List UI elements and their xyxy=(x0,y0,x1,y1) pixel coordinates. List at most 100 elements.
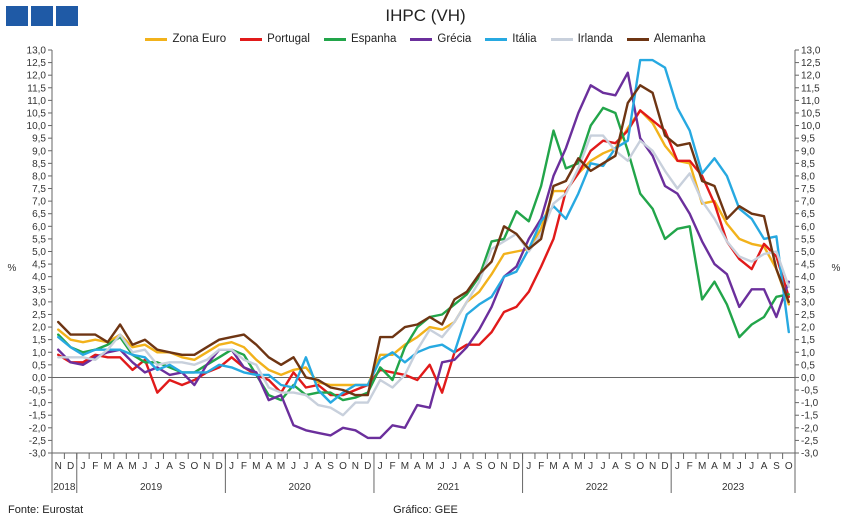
y-tick-label-right: 6,0 xyxy=(801,222,815,233)
y-tick-label-right: 13,0 xyxy=(801,46,821,57)
y-tick-label-left: 6,0 xyxy=(32,222,46,233)
x-month-label: J xyxy=(440,461,445,472)
y-tick-label-right: 6,5 xyxy=(801,209,815,220)
x-month-label: D xyxy=(513,461,520,472)
y-tick-label-right: -1,0 xyxy=(801,398,819,409)
x-month-label: M xyxy=(128,461,136,472)
y-tick-label-left: 2,5 xyxy=(32,310,46,321)
x-month-label: A xyxy=(464,461,471,472)
legend-swatch xyxy=(485,37,508,41)
x-month-label: J xyxy=(749,461,754,472)
gee-logo xyxy=(6,6,78,26)
x-month-label: A xyxy=(761,461,768,472)
x-month-label: F xyxy=(389,461,395,472)
legend-label: Zona Euro xyxy=(172,33,227,45)
x-month-label: J xyxy=(303,461,308,472)
y-tick-label-right: 8,0 xyxy=(801,171,815,182)
y-tick-label-left: 13,0 xyxy=(27,46,47,57)
x-month-label: S xyxy=(624,461,631,472)
legend-label: Grécia xyxy=(437,33,472,45)
y-tick-label-right: 2,0 xyxy=(801,323,815,334)
x-month-label: A xyxy=(414,461,421,472)
y-tick-label-left: 12,5 xyxy=(27,58,47,69)
y-tick-label-right: 4,0 xyxy=(801,272,815,283)
x-month-label: D xyxy=(67,461,74,472)
series-line-grecia xyxy=(57,71,790,440)
y-tick-label-right: 10,0 xyxy=(801,121,821,132)
x-month-label: M xyxy=(277,461,285,472)
y-tick-label-left: 5,5 xyxy=(32,234,46,245)
legend-item-espanha: Espanha xyxy=(324,33,396,45)
footer-source: Fonte: Eurostat xyxy=(8,504,84,516)
y-tick-label-left: 10,5 xyxy=(27,108,47,119)
x-month-label: D xyxy=(216,461,223,472)
legend-label: Itália xyxy=(512,33,537,45)
series-line-portugal xyxy=(57,109,790,397)
x-month-label: O xyxy=(488,461,496,472)
x-year-label: 2023 xyxy=(722,482,745,493)
y-tick-label-right: 3,5 xyxy=(801,285,815,296)
y-tick-label-right: 10,5 xyxy=(801,108,821,119)
series-line-espanha xyxy=(57,106,790,402)
y-tick-label-left: 5,0 xyxy=(32,247,46,258)
y-tick-label-left: 2,0 xyxy=(32,323,46,334)
x-month-label: M xyxy=(401,461,409,472)
legend-swatch xyxy=(240,37,263,41)
legend-label: Espanha xyxy=(351,33,397,45)
legend-swatch xyxy=(145,37,168,41)
x-month-label: M xyxy=(723,461,731,472)
x-month-label: S xyxy=(773,461,780,472)
series-line-zona-euro xyxy=(57,109,790,387)
legend-label: Irlanda xyxy=(577,33,613,45)
x-month-label: A xyxy=(265,461,272,472)
y-tick-label-right: 11,0 xyxy=(801,96,820,107)
y-tick-label-right: 2,5 xyxy=(801,310,815,321)
x-month-label: J xyxy=(675,461,680,472)
x-month-label: F xyxy=(241,461,247,472)
x-month-label: O xyxy=(339,461,347,472)
x-month-label: F xyxy=(92,461,98,472)
x-month-label: N xyxy=(55,461,62,472)
y-tick-label-right: 1,5 xyxy=(801,335,815,346)
x-month-label: A xyxy=(117,461,124,472)
x-month-label: O xyxy=(191,461,199,472)
x-month-label: N xyxy=(649,461,656,472)
x-month-label: F xyxy=(687,461,693,472)
x-month-label: J xyxy=(588,461,593,472)
x-month-label: O xyxy=(785,461,793,472)
y-tick-label-right: 1,0 xyxy=(801,348,815,359)
x-year-label: 2021 xyxy=(437,482,460,493)
x-month-label: J xyxy=(737,461,742,472)
y-tick-label-right: -2,0 xyxy=(801,423,819,434)
legend-item-portugal: Portugal xyxy=(240,33,310,45)
x-month-label: A xyxy=(563,461,570,472)
y-tick-label-left: -0,5 xyxy=(29,386,47,397)
x-month-label: M xyxy=(574,461,582,472)
x-month-label: A xyxy=(711,461,718,472)
x-month-label: S xyxy=(179,461,186,472)
y-tick-label-right: 5,0 xyxy=(801,247,815,258)
y-tick-label-left: 1,5 xyxy=(32,335,46,346)
footer-credit: Gráfico: GEE xyxy=(393,504,458,516)
y-tick-label-left: -3,0 xyxy=(29,449,47,460)
y-tick-label-right: 12,0 xyxy=(801,71,821,82)
y-tick-label-right: 0,5 xyxy=(801,360,815,371)
y-tick-label-left: -1,0 xyxy=(29,398,47,409)
x-year-label: 2020 xyxy=(289,482,312,493)
y-tick-label-right: 5,5 xyxy=(801,234,815,245)
x-month-label: D xyxy=(364,461,371,472)
y-tick-label-left: 7,0 xyxy=(32,197,46,208)
y-tick-label-left: 11,5 xyxy=(27,83,46,94)
series-line-italia xyxy=(57,58,790,404)
legend-label: Alemanha xyxy=(653,33,706,45)
x-month-label: J xyxy=(452,461,457,472)
x-month-label: J xyxy=(526,461,531,472)
legend-swatch xyxy=(626,37,649,41)
x-month-label: S xyxy=(327,461,334,472)
x-month-label: N xyxy=(203,461,210,472)
y-tick-label-left: 8,5 xyxy=(32,159,46,170)
x-month-label: J xyxy=(229,461,234,472)
y-tick-label-left: 3,5 xyxy=(32,285,46,296)
x-year-label: 2022 xyxy=(586,482,609,493)
